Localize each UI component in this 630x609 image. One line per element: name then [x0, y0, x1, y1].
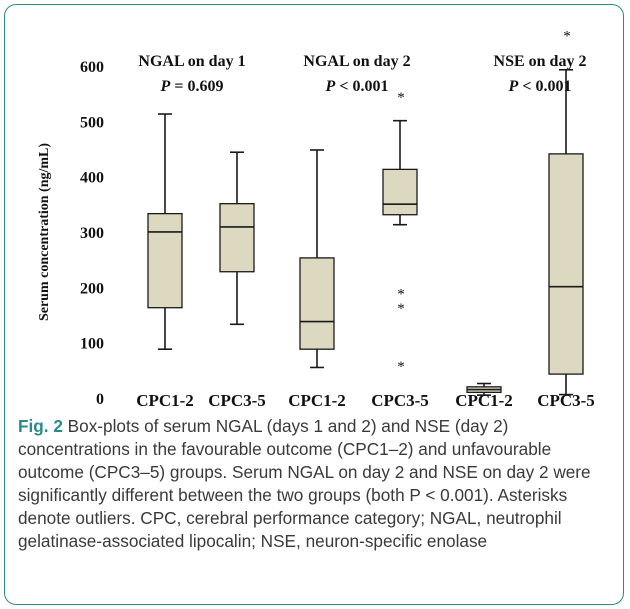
- outlier-marker: *: [563, 29, 571, 45]
- p-value-text: < 0.001: [518, 78, 571, 95]
- panel-p-value: P < 0.001: [325, 78, 389, 95]
- y-tick-label: 300: [80, 225, 104, 242]
- outlier-marker: *: [397, 90, 405, 106]
- caption-label: Fig. 2: [18, 416, 63, 436]
- p-value-text: = 0.609: [170, 78, 223, 95]
- p-symbol: P: [508, 78, 519, 95]
- iqr-box: [299, 257, 335, 350]
- iqr-box: [382, 168, 418, 216]
- x-tick-labels: CPC1-2 CPC3-5 CPC1-2 CPC3-5 CPC1-2 CPC3-5: [136, 391, 595, 410]
- y-tick-label: 400: [80, 170, 104, 187]
- y-tick-labels: 0 100 200 300 400 500 600: [80, 59, 104, 408]
- box-cpc3-5-panel1: [219, 151, 255, 326]
- x-tick-label: CPC1-2: [288, 391, 346, 410]
- panel-title: NGAL on day 1: [138, 53, 245, 70]
- y-tick-label: 0: [96, 391, 104, 408]
- outlier-marker: *: [397, 301, 405, 317]
- iqr-box: [548, 153, 584, 375]
- iqr-box: [147, 212, 183, 309]
- p-value-text: < 0.001: [335, 78, 388, 95]
- box-plot-chart: Serum concentration (ng/mL) 0 100 200 300 40…: [37, 29, 595, 410]
- y-tick-label: 200: [80, 280, 104, 297]
- x-tick-label: CPC1-2: [455, 391, 513, 410]
- box-cpc3-5-panel2: ****: [382, 90, 418, 375]
- x-tick-label: CPC3-5: [537, 391, 595, 410]
- y-axis-label: Serum concentration (ng/mL): [37, 143, 52, 321]
- p-symbol: P: [160, 78, 171, 95]
- iqr-box: [219, 203, 255, 273]
- boxes: *****: [147, 29, 584, 396]
- panel-title: NGAL on day 2: [303, 53, 410, 70]
- y-axis-label-group: Serum concentration (ng/mL): [37, 143, 52, 321]
- figure-caption: Fig. 2 Box-plots of serum NGAL (days 1 a…: [18, 415, 616, 553]
- panel-p-value: P < 0.001: [508, 78, 572, 95]
- p-symbol: P: [325, 78, 336, 95]
- box-cpc1-2-panel1: [147, 113, 183, 351]
- outlier-marker: *: [397, 359, 405, 375]
- panel-title: NSE on day 2: [494, 53, 587, 70]
- x-tick-label: CPC1-2: [136, 391, 194, 410]
- outlier-marker: *: [397, 286, 405, 302]
- y-tick-label: 600: [80, 59, 104, 76]
- y-tick-label: 500: [80, 114, 104, 131]
- panel-titles: NGAL on day 1 P = 0.609 NGAL on day 2 P < 0…: [138, 53, 586, 95]
- panel-p-value: P = 0.609: [160, 78, 224, 95]
- y-tick-label: 100: [80, 336, 104, 353]
- box-cpc1-2-panel3: [466, 382, 502, 396]
- box-cpc1-2-panel2: [299, 149, 335, 369]
- x-tick-label: CPC3-5: [208, 391, 266, 410]
- x-tick-label: CPC3-5: [371, 391, 429, 410]
- caption-text: Box-plots of serum NGAL (days 1 and 2) a…: [18, 416, 591, 551]
- box-cpc3-5-panel3: *: [548, 29, 584, 396]
